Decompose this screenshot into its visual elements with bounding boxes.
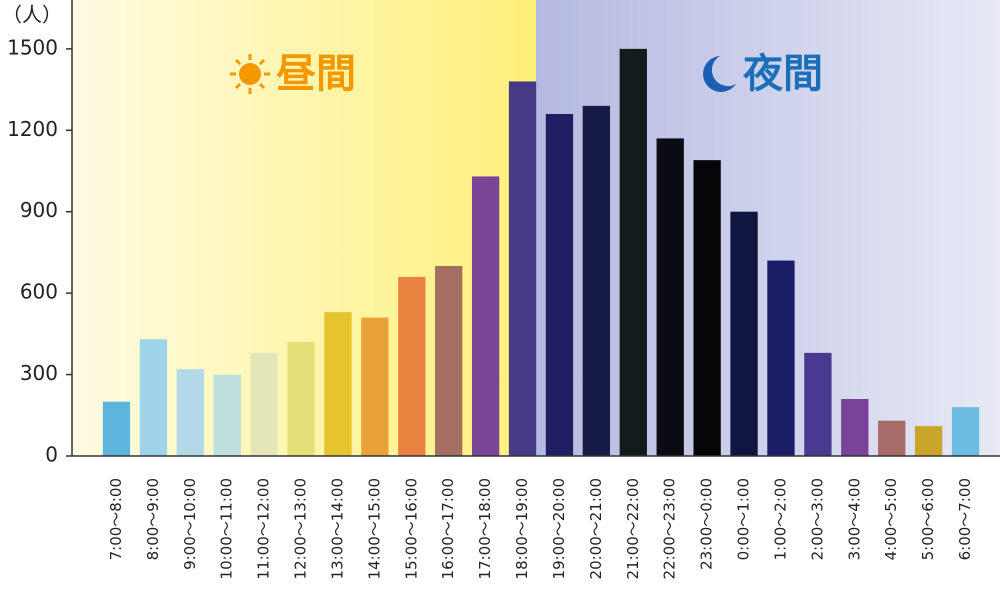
bar xyxy=(471,176,500,456)
x-tick-label: 22:00～23:00 xyxy=(661,478,679,579)
y-tick-label: 300 xyxy=(20,361,58,385)
bar xyxy=(693,160,721,456)
y-tick-label: 1200 xyxy=(7,117,58,141)
x-tick-label: 21:00～22:00 xyxy=(624,478,642,579)
x-tick-label: 7:00～8:00 xyxy=(107,478,125,560)
bar xyxy=(361,317,389,456)
x-tick-label: 15:00～16:00 xyxy=(402,478,420,579)
x-tick-label: 10:00～11:00 xyxy=(218,478,236,579)
bar xyxy=(878,420,906,456)
bar xyxy=(508,81,537,456)
x-tick-label: 3:00～4:00 xyxy=(845,478,863,560)
x-tick-label: 5:00～6:00 xyxy=(919,478,937,560)
y-tick-label: 600 xyxy=(20,280,58,304)
bar xyxy=(398,276,426,456)
x-tick-label: 19:00～20:00 xyxy=(550,478,568,579)
x-tick-label: 23:00～0:00 xyxy=(698,478,716,570)
bar xyxy=(951,407,980,456)
bar xyxy=(730,211,758,456)
bar xyxy=(841,399,869,456)
y-axis-label: （人） xyxy=(2,3,62,27)
x-tick-label: 13:00～14:00 xyxy=(328,478,346,579)
x-tick-label: 18:00～19:00 xyxy=(513,478,531,579)
x-tick-label: 20:00～21:00 xyxy=(587,478,605,579)
x-tick-label: 9:00～10:00 xyxy=(181,478,199,570)
x-tick-label: 6:00～7:00 xyxy=(956,478,974,560)
bar xyxy=(435,266,463,456)
bar xyxy=(102,401,131,456)
bar xyxy=(767,260,795,456)
day-label: 昼間 xyxy=(276,51,356,97)
x-tick-label: 12:00～13:00 xyxy=(292,478,310,579)
x-tick-label: 1:00～2:00 xyxy=(771,478,789,560)
bar xyxy=(324,312,352,456)
moon-icon xyxy=(703,56,736,92)
x-tick-label: 17:00～18:00 xyxy=(476,478,494,579)
bar xyxy=(287,342,315,456)
y-tick-label: 0 xyxy=(45,443,58,467)
bar xyxy=(656,138,684,456)
bar xyxy=(619,48,647,456)
night-label: 夜間 xyxy=(742,51,823,97)
bar xyxy=(250,352,278,456)
bar xyxy=(914,426,943,456)
y-tick-label: 900 xyxy=(20,198,58,222)
bar xyxy=(804,352,832,456)
bar xyxy=(213,374,241,456)
y-tick-label: 1500 xyxy=(7,35,58,59)
x-tick-label: 11:00～12:00 xyxy=(255,478,273,579)
bar xyxy=(176,369,204,456)
x-tick-label: 16:00～17:00 xyxy=(439,478,457,579)
x-tick-label: 2:00～3:00 xyxy=(808,478,826,560)
bar xyxy=(582,105,611,456)
bar xyxy=(545,114,574,456)
x-tick-label: 0:00～1:00 xyxy=(735,478,753,560)
x-tick-label: 4:00～5:00 xyxy=(882,478,900,560)
bar xyxy=(139,339,168,456)
x-tick-label: 8:00～9:00 xyxy=(144,478,162,560)
sun-icon xyxy=(230,54,270,94)
x-tick-label: 14:00～15:00 xyxy=(365,478,383,579)
